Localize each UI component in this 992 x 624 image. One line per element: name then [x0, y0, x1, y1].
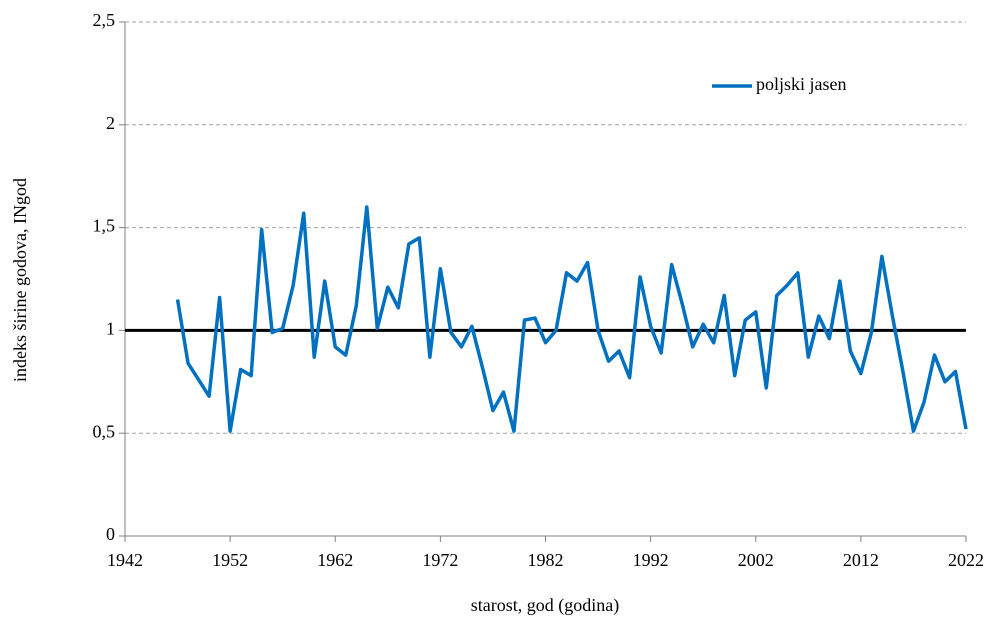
x-tick-label: 1942: [107, 550, 143, 570]
y-tick-label: 1,5: [93, 216, 116, 236]
y-tick-label: 2,5: [93, 10, 116, 30]
y-tick-label: 2: [106, 113, 115, 133]
x-tick-label: 1982: [528, 550, 564, 570]
x-tick-label: 2022: [948, 550, 984, 570]
x-tick-label: 2002: [738, 550, 774, 570]
data-line: [175, 205, 968, 433]
y-tick-label: 1: [106, 319, 115, 339]
y-tick-label: 0,5: [93, 421, 116, 441]
x-axis-label: starost, god (godina): [471, 595, 619, 616]
x-tick-label: 1962: [317, 550, 353, 570]
x-tick-label: 1952: [212, 550, 248, 570]
y-tick-label: 0: [106, 524, 115, 544]
x-tick-label: 2012: [843, 550, 879, 570]
legend-label: poljski jasen: [756, 74, 847, 94]
x-tick-label: 1992: [633, 550, 669, 570]
x-tick-label: 1972: [422, 550, 458, 570]
y-axis-label: indeks širine godova, INgod: [10, 178, 30, 382]
